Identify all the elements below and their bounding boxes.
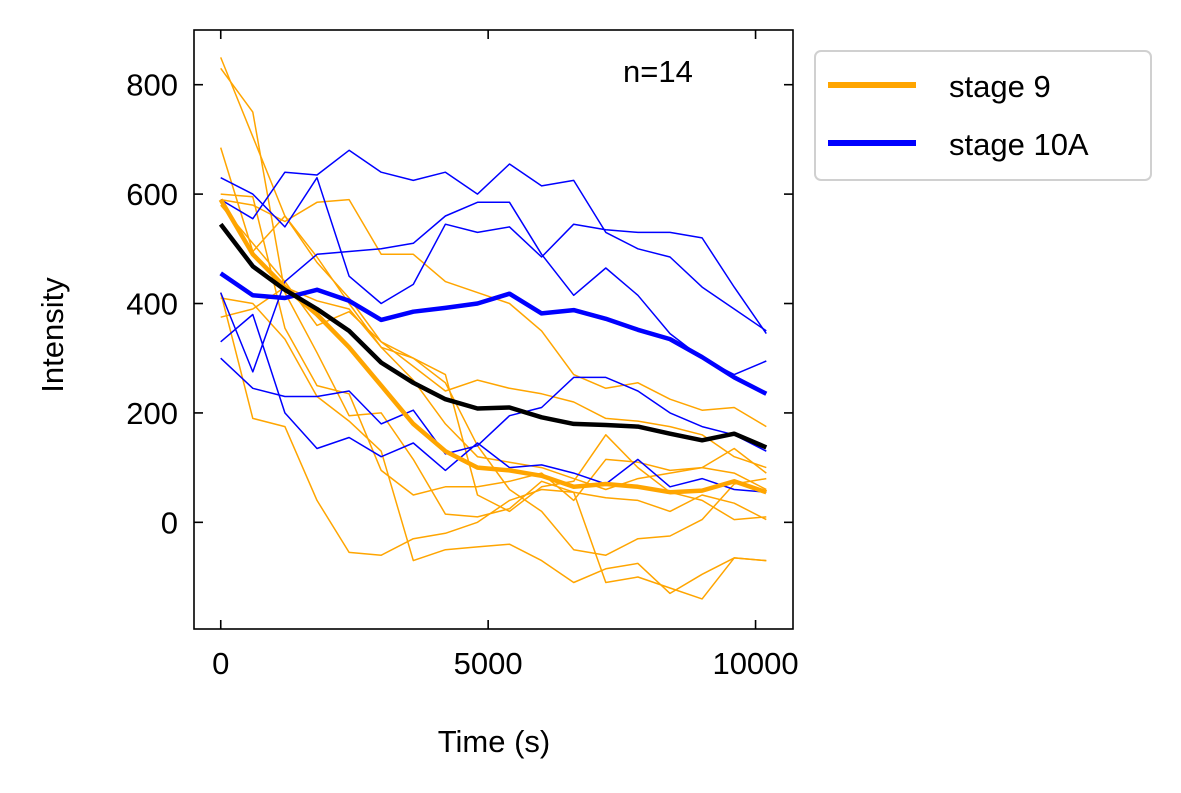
trace-line-9: [220, 176, 767, 335]
legend-label-stage9: stage 9: [949, 69, 1051, 104]
trace-line-7: [220, 297, 767, 595]
y-tick-label: 800: [126, 68, 178, 103]
x-tick-label: 5000: [454, 646, 523, 681]
y-axis-title: Intensity: [35, 277, 70, 393]
y-tick-label: 600: [126, 177, 178, 212]
legend: stage 9 stage 10A: [814, 50, 1152, 181]
x-tick-label: 0: [212, 646, 229, 681]
trace-line-3: [220, 193, 767, 502]
y-tick-label: 0: [161, 505, 178, 540]
mean-line-stage-10A: [219, 271, 768, 396]
sample-size-annotation: n=14: [623, 54, 693, 89]
trace-line-12: [220, 313, 767, 493]
x-axis-title: Time (s): [438, 724, 551, 759]
y-tick-label: 400: [126, 287, 178, 322]
x-tick-label: 10000: [712, 646, 798, 681]
mean-lines: [218, 198, 768, 495]
trace-line-10: [220, 149, 767, 332]
trace-line-5: [220, 204, 767, 469]
trace-line-1: [220, 67, 767, 521]
trace-line-2: [219, 147, 767, 521]
trace-line-4: [220, 198, 767, 428]
legend-label-stage10A: stage 10A: [949, 127, 1089, 162]
trace-line-0: [220, 57, 767, 491]
mean-line-stage-9: [218, 198, 768, 495]
trace-line-13: [220, 357, 767, 455]
trace-line-11: [220, 201, 767, 376]
trace-lines: [219, 57, 767, 600]
y-tick-label: 200: [126, 396, 178, 431]
trace-line-8: [220, 286, 767, 556]
plot-frame: [193, 29, 794, 630]
mean-line-overall: [218, 222, 768, 450]
axis-ticks: 0 5000 10000 0 200 400 600 800: [126, 30, 799, 681]
trace-line-6: [219, 292, 767, 600]
